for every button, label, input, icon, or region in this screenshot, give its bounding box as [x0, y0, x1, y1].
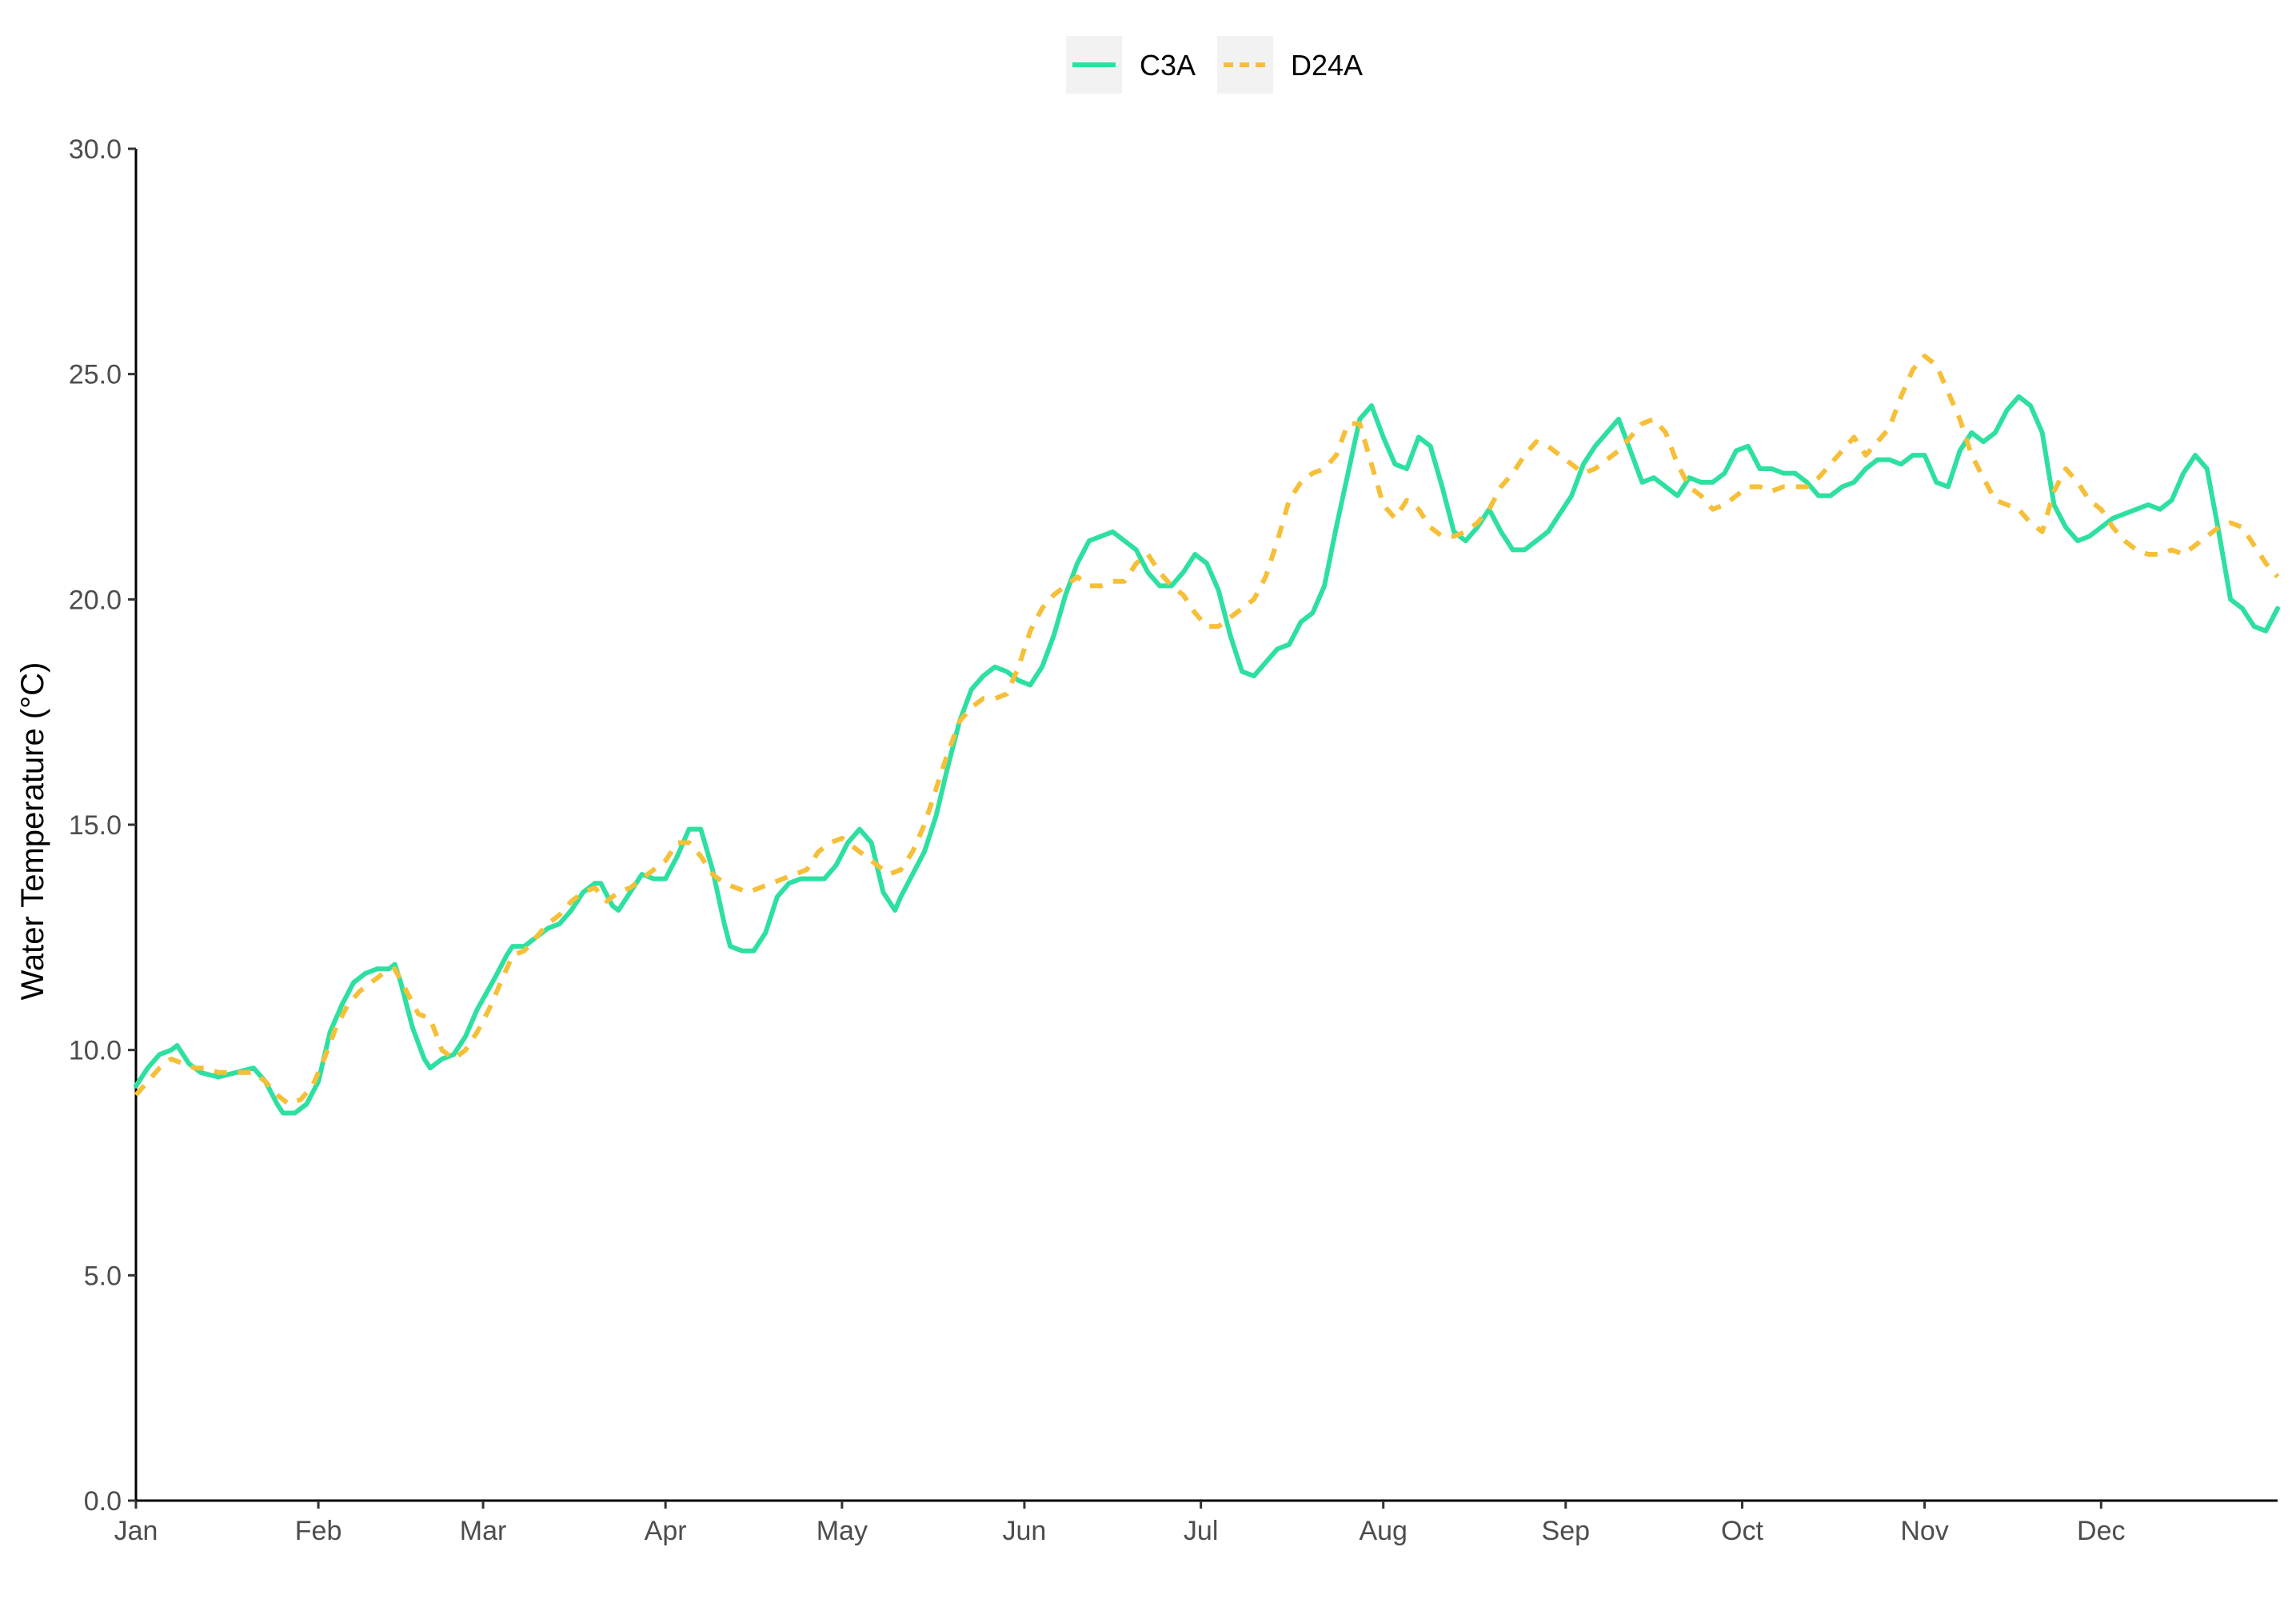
x-tick-label: Apr — [645, 1516, 687, 1546]
x-tick-label: Oct — [1721, 1516, 1763, 1546]
legend-item-c3a: C3A — [1066, 36, 1196, 94]
y-tick-label: 5.0 — [84, 1261, 122, 1291]
x-tick-label: Jun — [1003, 1516, 1047, 1546]
y-axis-title: Water Temperature (°C) — [15, 662, 50, 1001]
x-tick-label: Aug — [1359, 1516, 1408, 1546]
y-tick-label: 25.0 — [69, 360, 122, 390]
x-tick-label: May — [817, 1516, 868, 1546]
legend-label: D24A — [1291, 49, 1363, 82]
y-tick-label: 15.0 — [69, 810, 122, 841]
x-tick-label: Jul — [1184, 1516, 1218, 1546]
y-tick-label: 30.0 — [69, 134, 122, 165]
y-tick-label: 10.0 — [69, 1036, 122, 1066]
legend-item-d24a: D24A — [1217, 36, 1363, 94]
legend: C3A D24A — [1066, 36, 1363, 94]
x-tick-label: Jan — [114, 1516, 158, 1546]
x-tick-label: Nov — [1900, 1516, 1948, 1546]
series-line-c3a — [134, 394, 2280, 1116]
axes: 0.0 5.0 10.0 15.0 20.0 25.0 30.0 Jan Feb Mar Apr Ma… — [69, 134, 2278, 1546]
x-tick-label: Sep — [1542, 1516, 1591, 1546]
x-tick-label: Feb — [295, 1516, 342, 1546]
legend-label: C3A — [1140, 49, 1196, 82]
series-lines — [134, 354, 2280, 1116]
x-tick-label: Dec — [2077, 1516, 2125, 1546]
y-tick-label: 20.0 — [69, 585, 122, 615]
y-tick-label: 0.0 — [84, 1486, 122, 1517]
x-tick-label: Mar — [460, 1516, 507, 1546]
